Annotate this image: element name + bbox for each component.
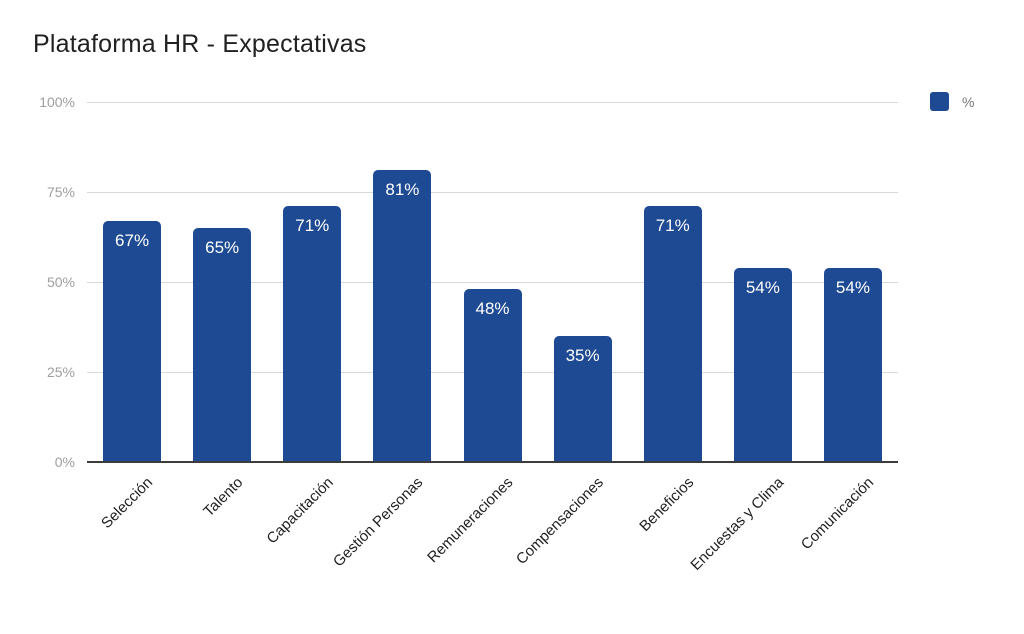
- bar-comunicaci-n: 54%: [823, 267, 882, 462]
- legend-label: %: [962, 93, 975, 110]
- bar-value-label: 81%: [385, 180, 420, 200]
- chart-title: Plataforma HR - Expectativas: [33, 30, 367, 58]
- x-axis-category-label: Beneficios: [635, 474, 697, 535]
- gridline: [87, 282, 898, 283]
- x-axis-category-label: Encuestas y Clima: [686, 474, 787, 574]
- x-axis-baseline: [87, 461, 898, 463]
- bar-value-label: 48%: [475, 299, 510, 319]
- y-axis-tick-label: 100%: [39, 94, 75, 110]
- x-axis-category-label: Remuneraciones: [424, 474, 517, 567]
- legend-swatch-icon: [930, 92, 949, 111]
- y-axis-tick-label: 0%: [54, 454, 75, 470]
- bar-value-label: 65%: [205, 238, 240, 257]
- x-axis-category-label: Selección: [98, 474, 157, 533]
- plot-area: 0% 25% 50% 75% 100% 67% Selección 65% Talento 71%…: [39, 95, 898, 574]
- bar-value-label: 54%: [835, 277, 870, 297]
- bar-selecci-n: 67%: [103, 220, 162, 462]
- bar-value-label: 54%: [745, 277, 780, 297]
- bar-beneficios: 71%: [643, 206, 702, 462]
- bar-gesti-n-personas: 81%: [373, 170, 432, 462]
- x-axis-category-label: Comunicación: [797, 474, 877, 554]
- y-axis-tick-label: 50%: [46, 274, 75, 290]
- y-axis-tick-label: 75%: [46, 184, 75, 200]
- bar-remuneraciones: 48%: [463, 289, 522, 462]
- bar-capacitaci-n: 71%: [283, 206, 342, 462]
- gridline: [87, 192, 898, 193]
- bar-compensaciones: 35%: [553, 336, 612, 462]
- x-axis-category-label: Talento: [199, 474, 247, 521]
- bar-talento: 65%: [193, 228, 252, 462]
- bar-value-label: 71%: [295, 216, 330, 236]
- y-axis-tick-label: 25%: [46, 364, 75, 380]
- x-axis-category-label: Compensaciones: [512, 474, 607, 568]
- bar-encuestas-y-clima: 54%: [733, 267, 792, 462]
- bar-value-label: 67%: [115, 230, 150, 250]
- bar-value-label: 71%: [655, 216, 690, 236]
- bar-value-label: 35%: [565, 346, 600, 365]
- x-axis-category-label: Capacitación: [262, 474, 337, 548]
- gridline: [87, 102, 898, 103]
- x-axis-category-label: Gestión Personas: [330, 474, 427, 571]
- legend: %: [930, 92, 974, 111]
